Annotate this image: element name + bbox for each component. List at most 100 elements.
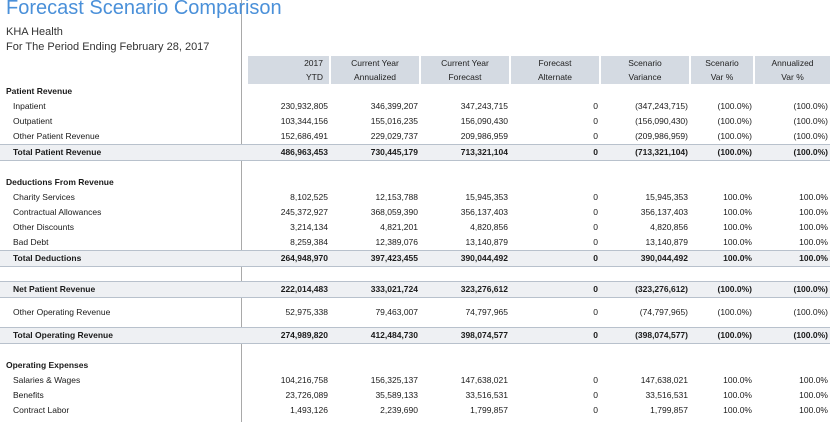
row-label: Total Deductions [0,250,247,267]
value-cell: 0 [593,192,598,202]
organization-name: KHA Health [6,26,63,38]
value-cell: 13,140,879 [645,237,688,247]
value-cell: (100.0%) [754,281,830,298]
value-cell: 4,820,856 [470,222,508,232]
row-label: Outpatient [13,116,53,126]
value-cell: 356,137,403 [460,207,508,217]
value-cell: (100.0%) [717,307,753,317]
value-cell: 0 [510,250,600,267]
value-cell: (74,797,965) [639,307,688,317]
value-cell: 100.0% [723,237,752,247]
table-row: Other Discounts 3,214,134 4,821,201 4,820,8… [0,220,830,235]
value-cell: (156,090,430) [635,116,688,126]
section-title: Operating Expenses [6,360,89,370]
value-cell: 15,945,353 [645,192,688,202]
value-cell: 104,216,758 [280,375,328,385]
header-blank [0,56,247,84]
value-cell: 8,102,525 [290,192,328,202]
value-cell: 230,932,805 [280,101,328,111]
value-cell: 390,044,492 [600,250,690,267]
value-cell: 0 [593,307,598,317]
table-row: Other Patient Revenue 152,686,491 229,029,… [0,129,830,145]
value-cell: (100.0%) [793,101,829,111]
value-cell: 100.0% [723,192,752,202]
row-label: Bad Debt [13,237,49,247]
table-row: Other Operating Revenue 52,975,338 79,463,… [0,298,830,328]
column-header-ytd[interactable]: 2017 YTD [246,56,330,84]
value-cell: 0 [593,131,598,141]
spacer-cell [0,344,830,359]
value-cell: 713,321,104 [420,144,510,161]
spacer-cell [0,161,830,176]
value-cell: 147,638,021 [640,375,688,385]
value-cell: 33,516,531 [645,390,688,400]
section-header-row: Patient Revenue [0,84,830,99]
column-header-scenario-var-pct[interactable]: Scenario Var % [689,56,754,84]
value-cell: 100.0% [723,207,752,217]
value-cell: (100.0%) [690,144,754,161]
value-cell: 0 [510,327,600,344]
value-cell: 156,090,430 [460,116,508,126]
row-label: Contract Labor [13,405,70,415]
value-cell: 0 [510,144,600,161]
column-header-forecast[interactable]: Current Year Forecast [419,56,510,84]
table-row: Bad Debt 8,259,384 12,389,076 13,140,879 0 13… [0,235,830,251]
section-header-row: Operating Expenses [0,358,830,373]
value-cell: 79,463,007 [375,307,418,317]
value-cell: 100.0% [799,405,828,415]
value-cell: 397,423,455 [330,250,420,267]
value-cell: 222,014,483 [247,281,330,298]
value-cell: 390,044,492 [420,250,510,267]
column-header-annualized-var-pct[interactable]: Annualized Var % [753,56,830,84]
value-cell: (100.0%) [690,327,754,344]
spacer-row [0,161,830,176]
value-cell: 100.0% [799,375,828,385]
value-cell: 356,137,403 [640,207,688,217]
value-cell: 8,259,384 [290,237,328,247]
column-header-annualized[interactable]: Current Year Annualized [329,56,420,84]
value-cell: 100.0% [799,237,828,247]
value-cell: 0 [593,390,598,400]
row-label: Benefits [13,390,44,400]
value-cell: 0 [593,116,598,126]
row-label: Total Patient Revenue [0,144,247,161]
value-cell: 0 [593,101,598,111]
table-row: Inpatient 230,932,805 346,399,207 347,243,7… [0,99,830,114]
value-cell: 264,948,970 [247,250,330,267]
value-cell: 0 [510,281,600,298]
value-cell: 0 [593,207,598,217]
value-cell: 368,059,390 [370,207,418,217]
value-cell: (100.0%) [717,101,753,111]
value-cell: 35,589,133 [375,390,418,400]
value-cell: 0 [593,237,598,247]
value-cell: 33,516,531 [465,390,508,400]
value-cell: (100.0%) [717,116,753,126]
column-header-scenario-variance[interactable]: Scenario Variance [599,56,690,84]
spacer-cell [0,267,830,282]
value-cell: (100.0%) [717,131,753,141]
table-row: Benefits 23,726,089 35,589,133 33,516,531 0 3… [0,388,830,403]
value-cell: 100.0% [799,222,828,232]
value-cell: 152,686,491 [280,131,328,141]
spacer-row [0,344,830,359]
row-label: Other Operating Revenue [13,307,111,317]
value-cell: (100.0%) [754,144,830,161]
table-row: Outpatient 103,344,156 155,016,235 156,090,… [0,114,830,129]
value-cell: 12,153,788 [375,192,418,202]
value-cell: 2,239,690 [380,405,418,415]
value-cell: 100.0% [723,375,752,385]
value-cell: 103,344,156 [280,116,328,126]
value-cell: 4,820,856 [650,222,688,232]
value-cell: 52,975,338 [285,307,328,317]
value-cell: 245,372,927 [280,207,328,217]
column-header-forecast-alternate[interactable]: Forecast Alternate [509,56,600,84]
value-cell: 274,989,820 [247,327,330,344]
row-label: Other Discounts [13,222,74,232]
value-cell: (323,276,612) [600,281,690,298]
value-cell: 23,726,089 [285,390,328,400]
forecast-table: 2017 YTD Current Year Annualized Current Y… [0,56,830,418]
value-cell: 74,797,965 [465,307,508,317]
value-cell: 398,074,577 [420,327,510,344]
table-row: Contract Labor 1,493,126 2,239,690 1,799,85… [0,403,830,418]
value-cell: 100.0% [723,405,752,415]
